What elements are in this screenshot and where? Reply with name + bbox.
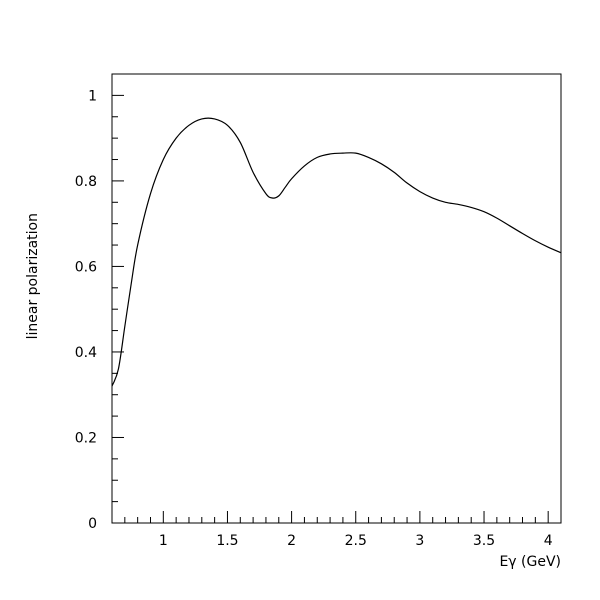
- x-tick-label: 2: [287, 533, 296, 549]
- plot-frame: [111, 73, 562, 524]
- x-tick-label: 1.5: [216, 533, 238, 549]
- x-tick-label: 4: [544, 533, 553, 549]
- x-tick-label: 3.5: [473, 533, 495, 549]
- y-tick-label: 0.8: [75, 174, 97, 190]
- x-axis-label: Eγ (GeV): [499, 554, 561, 570]
- y-tick-label: 0.4: [75, 345, 97, 361]
- y-ticks: 0 0.2 0.4 0.6 0.8 1: [75, 73, 124, 532]
- y-axis-label: linear polarization: [25, 213, 41, 339]
- x-tick-label: 1: [159, 533, 168, 549]
- x-tick-label: 3: [415, 533, 424, 549]
- y-tick-label: 0: [88, 516, 97, 532]
- x-tick-label: 2.5: [345, 533, 367, 549]
- series-line: [111, 117, 562, 387]
- y-tick-label: 0.2: [75, 430, 97, 446]
- x-ticks: 1 1.5 2 2.5 3 3.5 4: [111, 511, 562, 549]
- y-tick-label: 0.6: [75, 259, 97, 275]
- y-tick-label: 1: [88, 88, 97, 104]
